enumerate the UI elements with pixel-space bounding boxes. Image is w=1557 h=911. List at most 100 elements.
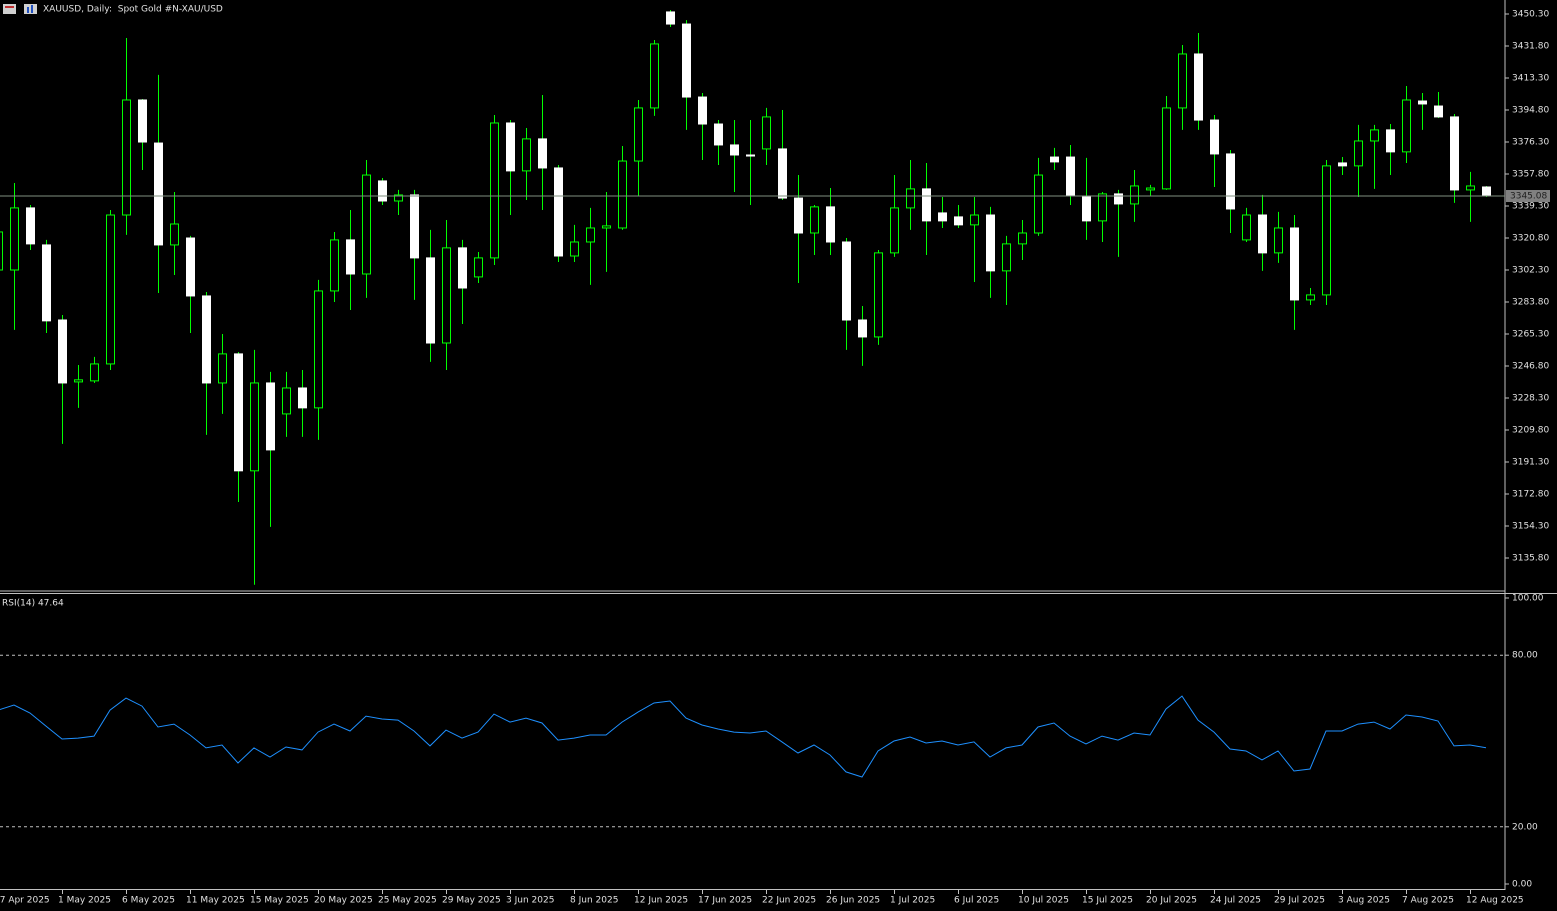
icon (5, 6, 14, 8)
y-tick-label: 3450.30 (1512, 10, 1549, 20)
bear-body (1290, 227, 1299, 301)
bull-body (362, 174, 371, 275)
x-tick-label: 20 May 2025 (314, 896, 373, 906)
bull-body (122, 99, 131, 216)
bull-body (1162, 107, 1171, 190)
candles (0, 10, 1491, 585)
bull-body (890, 207, 899, 254)
bear-body (922, 188, 931, 222)
x-tick-label: 1 Jul 2025 (890, 896, 935, 906)
x-tick-label: 15 May 2025 (250, 896, 309, 906)
bear-body (858, 319, 867, 338)
y-tick-label: 3357.80 (1512, 170, 1549, 180)
bear-body (826, 206, 835, 243)
bull-body (314, 290, 323, 409)
bull-body (90, 363, 99, 382)
bull-body (1130, 185, 1139, 205)
y-tick-label: 3172.80 (1512, 490, 1549, 500)
icon (24, 4, 37, 14)
x-tick-label: 6 May 2025 (122, 896, 175, 906)
bull-body (282, 387, 291, 415)
toolbar-icons (3, 4, 37, 14)
bull-body (634, 107, 643, 162)
bull-body (394, 194, 403, 202)
x-tick-label: 26 Jun 2025 (826, 896, 880, 906)
bear-body (554, 167, 563, 257)
x-tick-label: 3 Aug 2025 (1338, 896, 1390, 906)
x-tick-label: 20 Jul 2025 (1146, 896, 1197, 906)
x-tick-label: 1 May 2025 (58, 896, 111, 906)
y-tick-label: 3339.30 (1512, 202, 1549, 212)
bear-body (538, 138, 547, 169)
x-tick-label: 25 May 2025 (378, 896, 437, 906)
icon (31, 5, 33, 13)
y-tick-label: 3154.30 (1512, 522, 1549, 532)
bear-body (458, 247, 467, 289)
rsi-line (0, 695, 1487, 778)
x-tick-label: 15 Jul 2025 (1082, 896, 1133, 906)
x-tick-label: 3 Jun 2025 (506, 896, 554, 906)
bull-body (1034, 174, 1043, 234)
x-tick-label: 27 Apr 2025 (0, 896, 50, 906)
bear-body (1450, 116, 1459, 191)
bull-body (602, 225, 611, 229)
bull-body (1402, 99, 1411, 153)
x-tick-label: 22 Jun 2025 (762, 896, 816, 906)
bull-body (1370, 129, 1379, 142)
bull-body (650, 43, 659, 109)
bull-body (762, 116, 771, 150)
bull-body (170, 223, 179, 246)
bear-body (682, 23, 691, 98)
bear-body (202, 295, 211, 384)
bear-body (778, 148, 787, 199)
y-tick-label: 3302.30 (1512, 266, 1549, 276)
bull-body (1466, 185, 1475, 191)
bull-body (330, 239, 339, 292)
bull-body (970, 214, 979, 226)
bear-body (378, 180, 387, 202)
bear-body (730, 144, 739, 156)
bull-body (906, 188, 915, 209)
y-tick-label: 3283.80 (1512, 298, 1549, 308)
bear-body (26, 207, 35, 245)
x-tick-label: 6 Jul 2025 (954, 896, 999, 906)
bear-body (1386, 129, 1395, 153)
bear-body (42, 244, 51, 322)
y-tick-label: 3246.80 (1512, 362, 1549, 372)
y-tick-label: 3265.30 (1512, 330, 1549, 340)
indicator-title: RSI(14) 47.64 (2, 599, 64, 609)
bull-body (874, 252, 883, 338)
x-tick-label: 12 Aug 2025 (1466, 896, 1524, 906)
y-tick-label: 3228.30 (1512, 394, 1549, 404)
bull-body (250, 382, 259, 472)
bull-body (1322, 165, 1331, 296)
y-tick-label: 3413.30 (1512, 74, 1549, 84)
bear-body (346, 239, 355, 275)
bull-body (442, 247, 451, 344)
bear-body (794, 197, 803, 234)
y-tick-label: 80.00 (1512, 651, 1538, 661)
bear-body (1418, 100, 1427, 105)
bull-body (106, 214, 115, 365)
bear-body (410, 194, 419, 259)
price-tag-label: 3345.08 (1510, 192, 1547, 202)
y-tick-label: 3431.80 (1512, 42, 1549, 52)
bear-body (138, 99, 147, 143)
y-tick-label: 3191.30 (1512, 458, 1549, 468)
y-tick-label: 3320.80 (1512, 234, 1549, 244)
bull-body (0, 231, 3, 271)
bear-body (298, 387, 307, 409)
x-tick-label: 10 Jul 2025 (1018, 896, 1069, 906)
y-tick-label: 3135.80 (1512, 554, 1549, 564)
bear-body (1434, 105, 1443, 118)
bear-body (938, 212, 947, 222)
x-tick-label: 11 May 2025 (186, 896, 245, 906)
bull-body (474, 257, 483, 278)
bear-body (1258, 214, 1267, 254)
bear-body (1226, 153, 1235, 210)
x-tick-label: 8 Jun 2025 (570, 896, 618, 906)
x-tick-label: 17 Jun 2025 (698, 896, 752, 906)
bear-body (186, 237, 195, 297)
